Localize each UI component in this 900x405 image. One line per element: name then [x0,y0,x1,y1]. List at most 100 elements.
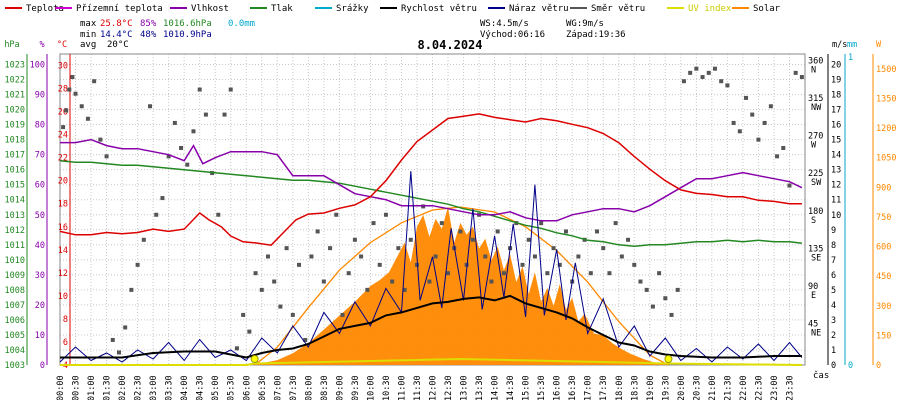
pct-tick-5: 50 [35,211,45,221]
dir-compass-1: E [811,291,816,301]
w-tick-7: 1050 [876,154,896,164]
wind-direction-dot-81 [551,246,556,251]
wind-direction-dot-27 [216,212,221,217]
wind-direction-dot-92 [619,254,624,259]
x-tick-label-23: 11:30 [413,375,423,400]
wind-direction-dot-19 [166,154,171,159]
wind-direction-dot-107 [712,66,717,71]
wind-direction-dot-17 [154,212,159,217]
wind-direction-dot-30 [234,346,239,351]
x-tick-label-40: 20:00 [677,375,687,400]
dir-compass-6: NW [811,103,822,113]
ms-tick-17: 17 [831,106,841,116]
x-tick-label-33: 16:30 [568,375,578,400]
x-tick-label-8: 04:00 [180,375,190,400]
dir-tick-3: 180 [808,207,823,217]
ms-axis-label: m/s [832,40,847,50]
x-tick-label-42: 21:00 [708,375,718,400]
dir-tick-1: 90 [808,282,818,292]
wind-direction-dot-89 [601,246,606,251]
temp-tick-6: 16 [58,223,68,233]
pct-tick-3: 30 [35,271,45,281]
wind-direction-dot-93 [626,237,631,242]
pressure-line [59,159,802,248]
pct-tick-4: 40 [35,241,45,251]
pct-axis-label: % [39,40,44,50]
ms-tick-3: 3 [831,316,836,326]
wind-direction-dot-77 [526,237,531,242]
wind-direction-dot-35 [265,254,270,259]
wind-direction-dot-90 [607,271,612,276]
wind-direction-dot-97 [650,304,655,309]
wind-direction-dot-82 [557,262,562,267]
legend-label-1: Přízemní teplota [76,4,163,14]
hpa-axis-label: hPa [4,40,19,50]
wind-direction-dot-58 [408,237,413,242]
wind-direction-dot-4 [73,91,78,96]
w-tick-6: 900 [876,183,891,193]
stats-block: max 25.8°C 85% 1016.6hPa 0.0mm min 14.4°… [80,19,626,50]
x-tick-label-28: 14:00 [491,375,501,400]
temp-tick-5: 14 [58,246,68,256]
wind-direction-dot-29 [228,87,233,92]
hpa-tick-16: 1019 [5,121,25,131]
wind-direction-dot-72 [495,229,500,234]
temp-tick-7: 18 [58,200,68,210]
w-tick-9: 1350 [876,94,896,104]
temp-tick-9: 22 [58,154,68,164]
stat-min-label: min [80,30,96,40]
x-tick-label-20: 10:00 [366,375,376,400]
wind-direction-dot-54 [383,212,388,217]
wind-direction-dot-16 [148,104,153,109]
legend-label-6: Náraz větru [509,4,569,14]
wind-direction-dot-56 [396,246,401,251]
temp-axis-label: °C [57,40,67,50]
wind-direction-dot-42 [309,254,314,259]
x-tick-label-31: 15:30 [537,375,547,400]
uv-index-line [60,357,802,366]
w-tick-0: 0 [876,361,881,371]
x-tick-label-41: 20:30 [692,375,702,400]
x-tick-label-37: 18:30 [630,375,640,400]
pct-tick-7: 70 [35,151,45,161]
wind-direction-dot-104 [694,66,699,71]
wind-direction-dot-59 [414,262,419,267]
dir-compass-7: N [811,66,816,76]
wind-direction-dot-80 [545,271,550,276]
wind-direction-dot-50 [359,254,364,259]
legend-label-0: Teplota [26,4,64,14]
ms-tick-1: 1 [831,346,836,356]
ms-tick-18: 18 [831,91,841,101]
legend-label-9: Solar [753,4,781,14]
temp-tick-12: 28 [58,85,68,95]
hpa-tick-1: 1004 [5,346,25,356]
dir-tick-0: 45 [808,319,818,329]
ms-tick-6: 6 [831,271,836,281]
wind-direction-dot-45 [328,246,333,251]
wind-direction-dot-31 [241,312,246,317]
x-tick-label-10: 05:00 [211,375,221,400]
x-tick-label-7: 03:30 [165,375,175,400]
wind-direction-dot-100 [669,312,674,317]
x-tick-label-5: 02:30 [134,375,144,400]
x-tick-label-17: 08:30 [320,375,330,400]
pct-tick-2: 20 [35,301,45,311]
x-tick-label-30: 15:00 [522,375,532,400]
legend-label-2: Vlhkost [191,4,229,14]
x-tick-label-15: 07:30 [289,375,299,400]
hpa-tick-15: 1018 [5,136,25,146]
wind-direction-dot-28 [222,112,227,117]
wind-direction-dot-40 [297,262,302,267]
w-tick-4: 600 [876,243,891,253]
x-tick-label-36: 18:00 [615,375,625,400]
dir-tick-6: 315 [808,94,823,104]
wind-direction-dot-99 [663,296,668,301]
wind-direction-dot-57 [402,287,407,292]
legend-label-3: Tlak [271,4,293,14]
w-tick-5: 750 [876,213,891,223]
wind-direction-dot-52 [371,221,376,226]
w-axis-label: W [876,40,882,50]
info-sunset: Západ:19:36 [566,30,626,40]
ms-tick-13: 13 [831,166,841,176]
